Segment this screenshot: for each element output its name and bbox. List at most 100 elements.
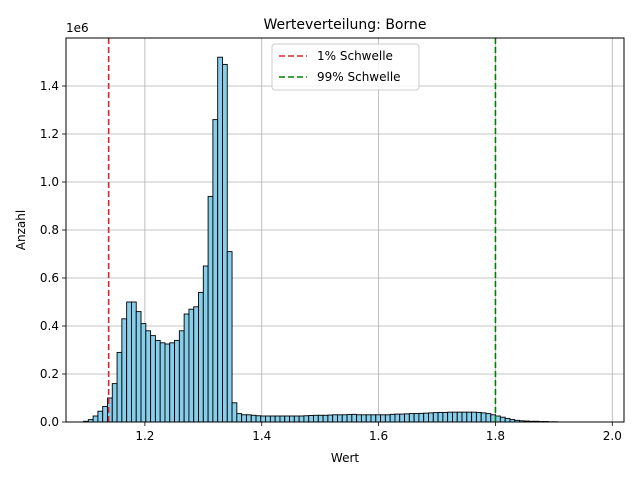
histogram-bar <box>154 339 161 423</box>
y-tick-label: 1.0 <box>40 175 59 189</box>
histogram-bar <box>389 413 396 423</box>
histogram-bar <box>471 411 477 423</box>
y-axis-ticks: 0.0 0.2 0.4 0.6 0.8 1.0 1.2 1.4 <box>40 79 66 429</box>
histogram-bar <box>226 251 233 423</box>
histogram-bar <box>432 412 439 423</box>
histogram-bar <box>231 402 238 423</box>
histogram-bar <box>442 411 449 423</box>
histogram-bar <box>466 411 473 423</box>
histogram-bar <box>394 413 401 423</box>
histogram-bar <box>303 415 310 423</box>
histogram-bar <box>92 415 99 423</box>
histogram-bar <box>178 330 185 423</box>
histogram-bar <box>499 416 506 423</box>
histogram-bar <box>198 291 204 423</box>
x-tick-label: 1.8 <box>486 429 505 443</box>
x-axis-ticks: 1.2 1.4 1.6 1.8 2.0 <box>135 422 622 443</box>
histogram-bar <box>418 412 425 423</box>
histogram-bar <box>404 413 410 423</box>
histogram-bar <box>150 335 156 423</box>
histogram-bar <box>222 63 228 423</box>
histogram-bar <box>351 413 358 423</box>
x-tick-label: 1.2 <box>135 429 154 443</box>
chart-title: Werteverteilung: Borne <box>264 17 427 33</box>
histogram-bar <box>130 301 137 423</box>
histogram-bar <box>274 415 281 423</box>
histogram-bar <box>447 411 453 423</box>
y-tick-label: 1.4 <box>40 79 59 93</box>
histogram-bar <box>159 342 166 423</box>
histogram-bar <box>245 414 252 423</box>
histogram-bar <box>289 415 295 423</box>
histogram-bar <box>255 415 262 423</box>
legend: 1% Schwelle 99% Schwelle <box>271 43 420 91</box>
histogram-bar <box>456 411 463 423</box>
histogram-bar <box>298 415 305 423</box>
histogram-bar <box>384 414 391 423</box>
y-axis-label: Anzahl <box>14 210 28 250</box>
histogram-bar <box>485 413 492 423</box>
histogram-bar <box>236 413 243 423</box>
histogram-bar <box>97 410 104 423</box>
histogram-bar <box>193 306 199 423</box>
histogram-bar <box>269 415 276 423</box>
x-tick-label: 1.6 <box>369 429 388 443</box>
histogram-bar <box>183 313 190 423</box>
histogram-bar <box>380 414 386 423</box>
histogram-bar <box>207 195 214 423</box>
histogram-bar <box>135 311 142 423</box>
histogram-bar <box>293 415 300 423</box>
histogram-bar <box>250 414 257 423</box>
x-tick-label: 1.4 <box>252 429 271 443</box>
grid <box>66 38 624 423</box>
histogram-bar <box>212 119 219 423</box>
y-tick-label: 0.4 <box>40 319 59 333</box>
histogram-bar <box>313 414 319 423</box>
legend-label-99pct: 99% Schwelle <box>317 70 401 84</box>
histogram-bar <box>360 414 367 423</box>
histogram-bar <box>504 417 511 423</box>
histogram-bar <box>375 414 382 423</box>
histogram-bar <box>217 56 223 423</box>
y-offset-label: 1e6 <box>66 21 89 35</box>
histogram-bar <box>116 351 123 423</box>
histogram-bar <box>260 415 267 423</box>
histogram-bar <box>437 411 444 423</box>
legend-label-1pct: 1% Schwelle <box>317 49 393 63</box>
legend-box <box>271 43 420 91</box>
histogram-bar <box>413 413 420 423</box>
histogram-bar <box>365 414 372 423</box>
histogram-bar <box>322 414 329 423</box>
y-tick-label: 0.6 <box>40 271 59 285</box>
histogram-bar <box>408 413 415 423</box>
histogram-bar <box>164 343 171 423</box>
histogram-bar <box>121 318 128 423</box>
histogram-bar <box>337 414 343 423</box>
histogram-bar <box>495 415 501 423</box>
histogram-bar <box>356 414 362 423</box>
histogram-bar <box>145 330 152 423</box>
threshold-lines <box>107 38 497 422</box>
histogram-bar <box>317 414 324 423</box>
histogram-bar <box>452 411 458 423</box>
histogram-bar <box>279 415 286 423</box>
histogram-bar <box>327 414 334 423</box>
histogram-bar <box>399 413 405 423</box>
histogram-bar <box>102 405 108 423</box>
histogram-bar <box>202 265 209 423</box>
histogram-bar <box>332 414 338 423</box>
histogram-bar <box>284 415 291 423</box>
histogram-bar <box>265 415 271 423</box>
y-tick-label: 1.2 <box>40 127 59 141</box>
x-tick-label: 2.0 <box>603 429 622 443</box>
y-tick-label: 0.2 <box>40 367 59 381</box>
histogram-bar <box>308 415 314 423</box>
histogram-bar <box>428 412 434 423</box>
histogram-bar <box>111 383 118 423</box>
histogram-bar <box>475 411 482 423</box>
histogram-bar <box>341 414 348 423</box>
histogram-bar <box>423 412 429 423</box>
histogram-bar <box>188 308 195 423</box>
histogram-bar <box>126 301 132 423</box>
